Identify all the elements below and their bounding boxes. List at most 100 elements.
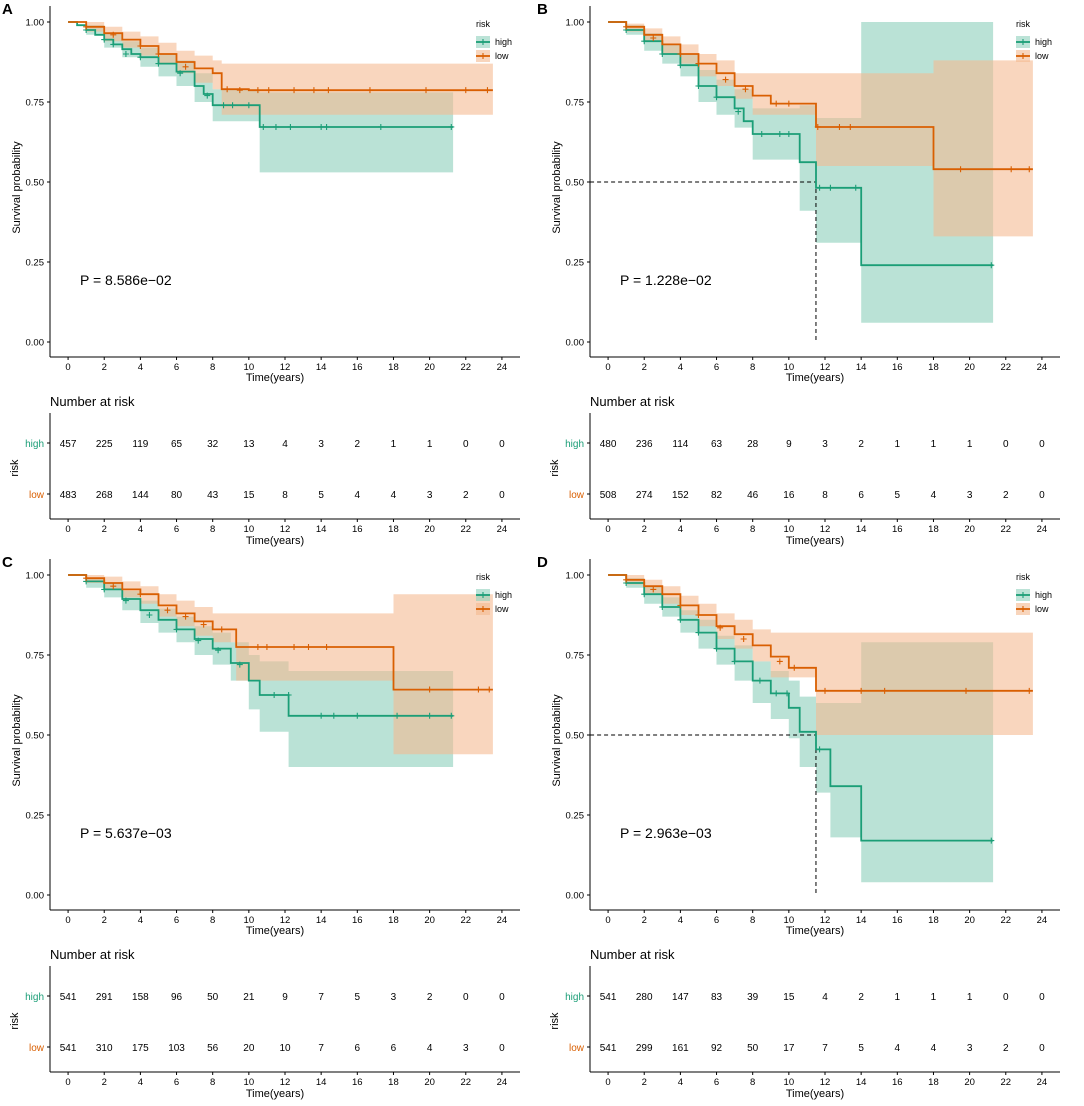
censor-mark-high: [110, 41, 117, 48]
y-tick-label: 1.00: [26, 18, 45, 29]
risk-count-high: 50: [207, 992, 219, 1003]
x-tick-label: 12: [820, 915, 831, 926]
legend-label-high: high: [495, 37, 512, 47]
censor-mark-low: [791, 664, 798, 671]
censor-mark-low: [263, 644, 270, 650]
x-tick-label: 16: [892, 915, 903, 926]
x-tick-label: 18: [388, 915, 399, 926]
censor-mark-low: [110, 31, 117, 38]
x-tick-label: 2: [642, 915, 647, 926]
y-tick-label: 0.50: [566, 178, 585, 189]
risk-table-x-tick-label: 4: [138, 524, 143, 535]
x-tick-label: 2: [102, 362, 107, 373]
censor-mark-low: [182, 613, 189, 620]
x-tick-label: 8: [210, 915, 215, 926]
censor-mark-low: [740, 636, 747, 642]
censor-mark-low: [822, 687, 828, 694]
x-tick-label: 10: [784, 915, 795, 926]
censor-mark-low: [650, 35, 657, 41]
risk-table-x-tick-label: 4: [678, 1077, 683, 1088]
risk-count-high: 5: [355, 992, 361, 1003]
risk-table-title: Number at risk: [50, 947, 135, 962]
panel-letter: B: [537, 1, 548, 18]
y-tick-label: 0.50: [26, 731, 45, 742]
risk-count-low: 3: [967, 490, 973, 501]
censor-mark-low: [305, 644, 312, 650]
risk-count-high: 2: [427, 992, 433, 1003]
x-tick-label: 6: [174, 362, 179, 373]
risk-count-low: 82: [711, 490, 723, 501]
y-axis-title: Survival probability: [551, 694, 563, 787]
risk-count-high: 32: [207, 439, 219, 450]
censor-mark-high: [426, 712, 433, 719]
x-tick-label: 6: [714, 362, 719, 373]
y-tick-label: 0.25: [26, 258, 45, 269]
risk-table-x-tick-label: 14: [316, 1077, 327, 1088]
panel-letter: C: [2, 554, 13, 571]
risk-table-x-title: Time(years): [246, 535, 304, 547]
risk-table-title: Number at risk: [590, 394, 675, 409]
legend-title: risk: [1016, 572, 1030, 582]
risk-table-x-tick-label: 8: [210, 1077, 215, 1088]
risk-table-x-tick-label: 0: [65, 524, 70, 535]
risk-table-x-tick-label: 22: [1000, 1077, 1011, 1088]
censor-mark-low: [310, 87, 317, 94]
censor-mark-high: [146, 612, 153, 618]
legend-label-high: high: [1035, 37, 1052, 47]
risk-count-low: 274: [636, 490, 653, 501]
risk-count-low: 20: [243, 1043, 255, 1054]
risk-table-x-tick-label: 2: [102, 524, 107, 535]
x-tick-label: 20: [424, 362, 435, 373]
censor-mark-high: [816, 184, 823, 191]
x-tick-label: 0: [605, 915, 610, 926]
censor-mark-low: [623, 23, 630, 30]
risk-table-x-title: Time(years): [786, 1088, 844, 1100]
risk-count-low: 161: [672, 1043, 689, 1054]
censor-mark-high: [354, 712, 361, 719]
censor-mark-low: [785, 100, 792, 107]
censor-mark-high: [215, 647, 222, 654]
risk-count-low: 80: [171, 490, 183, 501]
y-tick-label: 0.25: [26, 811, 45, 822]
censor-mark-low: [650, 586, 657, 593]
censor-mark-high: [677, 62, 684, 69]
x-tick-label: 18: [388, 362, 399, 373]
risk-table-x-tick-label: 6: [174, 524, 179, 535]
x-tick-label: 0: [65, 362, 70, 373]
risk-count-low: 508: [600, 490, 617, 501]
risk-table-x-tick-label: 18: [928, 524, 939, 535]
risk-count-high: 15: [783, 992, 795, 1003]
risk-table-x-tick-label: 10: [784, 1077, 795, 1088]
risk-count-low: 4: [895, 1043, 901, 1054]
panel-letter: A: [2, 1, 13, 18]
survival-curve-low: [608, 574, 1033, 692]
censor-mark-low: [291, 644, 298, 650]
risk-count-low: 2: [1003, 490, 1009, 501]
censor-mark-high: [695, 629, 702, 636]
censor-mark-high: [735, 108, 742, 115]
censor-mark-low: [291, 87, 298, 94]
x-tick-label: 12: [820, 362, 831, 373]
risk-count-low: 92: [711, 1043, 723, 1054]
censor-mark-high: [377, 123, 384, 130]
risk-count-low: 103: [168, 1043, 185, 1054]
censor-mark-low: [254, 644, 261, 650]
x-tick-label: 20: [964, 915, 975, 926]
censor-mark-low: [858, 687, 865, 694]
risk-count-high: 4: [282, 439, 288, 450]
risk-count-low: 5: [895, 490, 901, 501]
censor-mark-low: [847, 123, 854, 130]
risk-table-x-tick-label: 0: [605, 1077, 610, 1088]
risk-count-high: 2: [858, 439, 864, 450]
p-value: P = 8.586e−02: [80, 272, 172, 288]
censor-mark-high: [773, 690, 780, 697]
y-axis-title: Survival probability: [11, 694, 23, 787]
p-value: P = 1.228e−02: [620, 272, 712, 288]
panel-d: D0.000.250.500.751.000 2 4 6 8 10 12 14 16 18 20 22…: [537, 554, 1060, 1100]
risk-count-high: 9: [282, 992, 288, 1003]
legend-censor-high: [480, 592, 486, 598]
risk-count-low: 16: [783, 490, 795, 501]
censor-mark-high: [448, 123, 455, 130]
censor-mark-low: [323, 644, 330, 650]
risk-table-x-tick-label: 4: [138, 1077, 143, 1088]
